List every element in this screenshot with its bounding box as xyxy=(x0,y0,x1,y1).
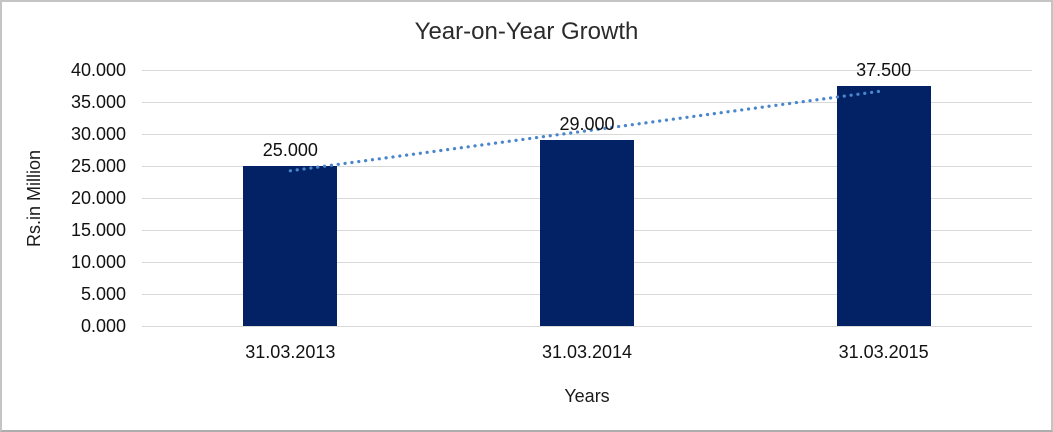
gridline xyxy=(142,133,1032,135)
x-axis-title: Years xyxy=(564,386,610,406)
gridline xyxy=(142,325,1032,327)
y-tick-label: 25.000 xyxy=(70,156,126,176)
y-tick-label: 15.000 xyxy=(70,220,126,240)
bar-31.03.2013 xyxy=(243,166,338,326)
trendline xyxy=(288,89,886,173)
bar-value-label: 37.500 xyxy=(856,60,912,80)
bar-value-label: 29.000 xyxy=(559,114,615,135)
x-tick-label: 31.03.2014 xyxy=(541,342,633,362)
y-tick-label: 20.000 xyxy=(70,188,126,208)
bar-31.03.2014 xyxy=(540,140,634,326)
gridline xyxy=(142,69,1032,71)
chart-title: Year-on-Year Growth xyxy=(414,18,639,45)
y-tick-label: 35.000 xyxy=(70,92,126,112)
bar-31.03.2015 xyxy=(836,86,931,326)
y-tick-label: 10.000 xyxy=(70,252,126,272)
gridline xyxy=(142,101,1032,103)
y-tick-label: 5.000 xyxy=(80,284,126,304)
y-tick-label: 40.000 xyxy=(70,60,126,80)
y-tick-label: 30.000 xyxy=(70,124,126,144)
bar-value-label: 25.000 xyxy=(262,140,318,160)
x-tick-label: 31.03.2013 xyxy=(245,342,336,362)
plot-area xyxy=(142,69,1032,327)
x-tick-label: 31.03.2015 xyxy=(838,342,929,362)
y-tick-label: 0.000 xyxy=(80,316,126,336)
